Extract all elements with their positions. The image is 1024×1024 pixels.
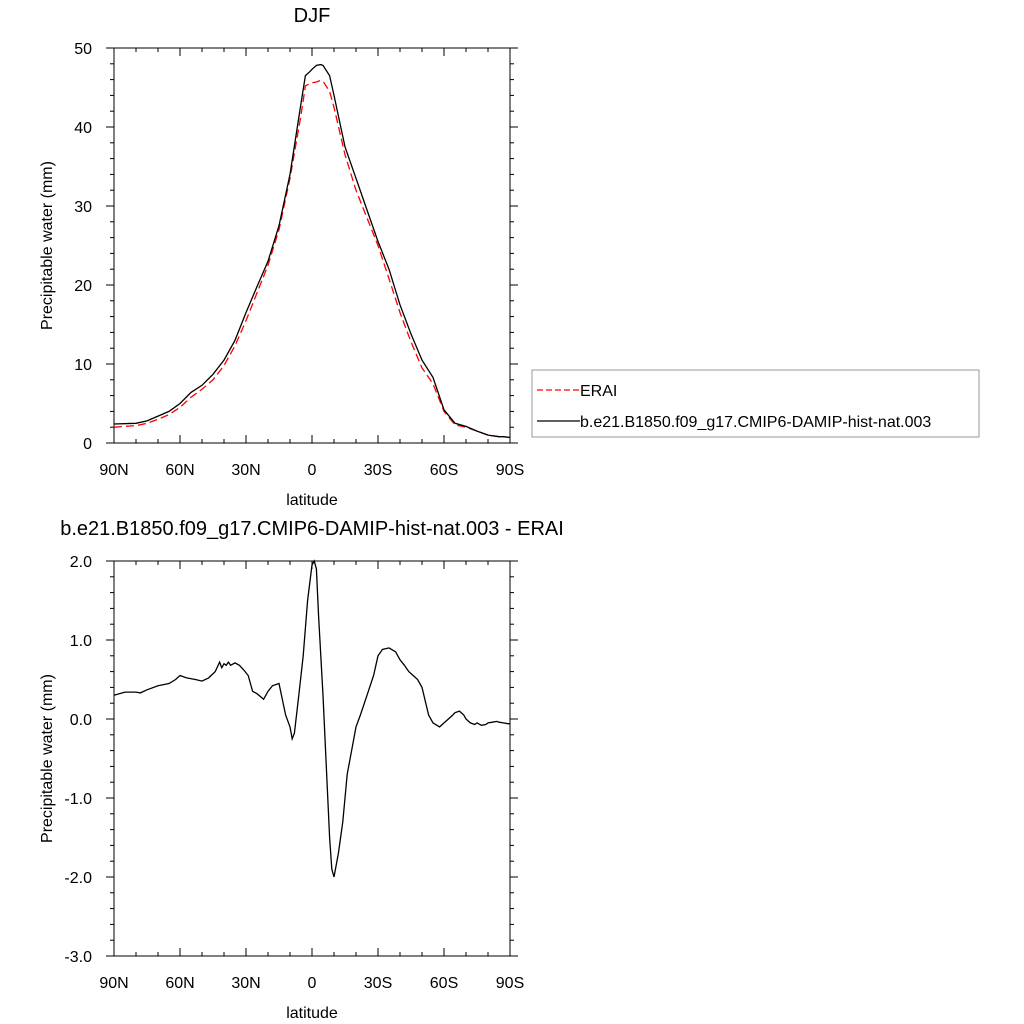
- chart1-legend-label: b.e21.B1850.f09_g17.CMIP6-DAMIP-hist-nat…: [580, 414, 931, 431]
- chart1-y-tick-label: 40: [74, 120, 92, 137]
- chart1-group: [106, 47, 518, 444]
- chart2-x-tick-label: 30S: [364, 975, 392, 992]
- chart1-x-tick-label: 60N: [165, 462, 194, 479]
- chart1-y-tick-label: 10: [74, 357, 92, 374]
- chart2-y-tick-label: 1.0: [70, 633, 92, 650]
- chart1-y-tick-label: 20: [74, 278, 92, 295]
- chart1-x-tick-label: 90S: [496, 462, 524, 479]
- chart2-x-tick-label: 30N: [231, 975, 260, 992]
- chart1-y-tick-label: 50: [74, 41, 92, 58]
- chart2-y-tick-label: 0.0: [70, 712, 92, 729]
- chart1-legend-label: ERAI: [580, 383, 617, 400]
- chart1-x-tick-label: 0: [308, 462, 317, 479]
- chart1-x-tick-label: 60S: [430, 462, 458, 479]
- chart2-x-tick-label: 60S: [430, 975, 458, 992]
- chart1-y-tick-label: 0: [83, 436, 92, 453]
- chart1-title: DJF: [294, 5, 331, 27]
- chart2-x-tick-label: 90S: [496, 975, 524, 992]
- chart1-legend-box: [531, 369, 980, 438]
- chart1-x-tick-label: 90N: [99, 462, 128, 479]
- chart1-series-erai: [113, 79, 511, 439]
- chart2-y-tick-label: 2.0: [70, 554, 92, 571]
- chart2-title: b.e21.B1850.f09_g17.CMIP6-DAMIP-hist-nat…: [60, 518, 564, 540]
- chart2-y-tick-label: -1.0: [64, 791, 92, 808]
- chart1-x-tick-label: 30N: [231, 462, 260, 479]
- chart1-x-axis-title: latitude: [286, 492, 338, 509]
- chart2-y-axis-title: Precipitable water (mm): [39, 674, 56, 843]
- chart2-plot-frame: [113, 560, 511, 957]
- chart1-legend: [531, 369, 980, 438]
- chart2-x-tick-label: 90N: [99, 975, 128, 992]
- chart2-x-tick-label: 0: [308, 975, 317, 992]
- chart2-group: [106, 559, 518, 957]
- chart2-series-line: [113, 559, 510, 878]
- chart2-x-tick-label: 60N: [165, 975, 194, 992]
- chart2-y-tick-label: -2.0: [64, 870, 92, 887]
- chart2-x-axis-title: latitude: [286, 1005, 338, 1022]
- chart2-y-tick-label: -3.0: [64, 949, 92, 966]
- chart1-x-tick-label: 30S: [364, 462, 392, 479]
- chart1-series-b-e21-b1850-f09-g17-cmip6-damip-hist-nat-003: [113, 63, 511, 439]
- chart1-y-tick-label: 30: [74, 199, 92, 216]
- chart1-plot-frame: [113, 47, 511, 444]
- chart1-y-axis-title: Precipitable water (mm): [39, 161, 56, 330]
